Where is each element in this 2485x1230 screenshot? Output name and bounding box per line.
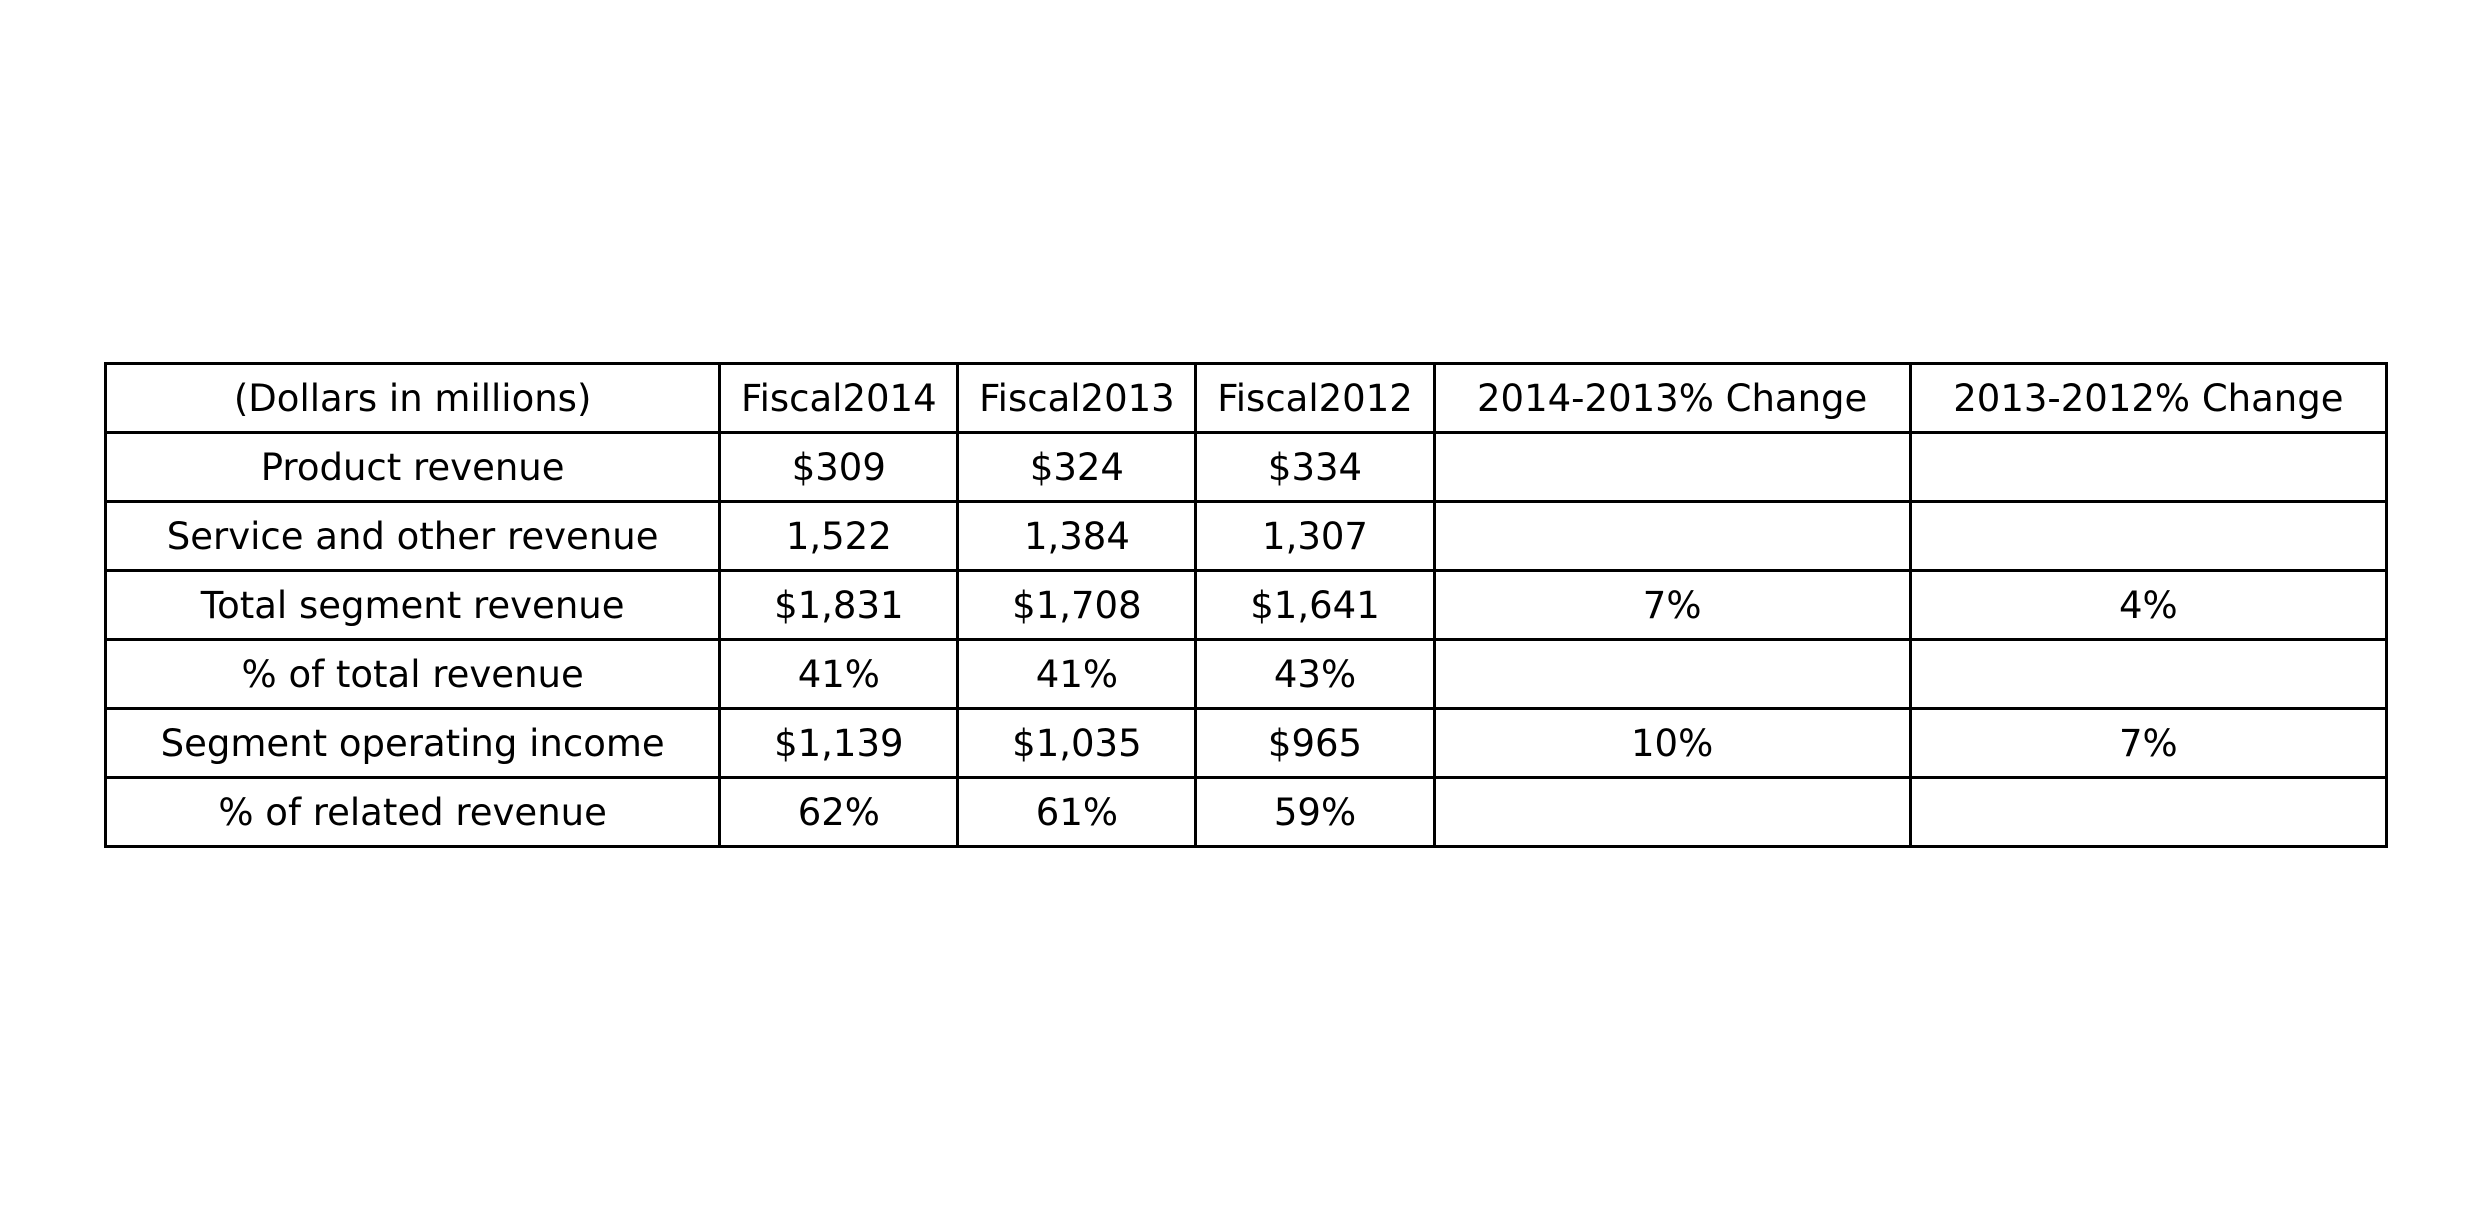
table-cell: $1,831 bbox=[718, 569, 960, 641]
table-cell: $324 bbox=[956, 431, 1198, 503]
table-cell: $309 bbox=[718, 431, 960, 503]
table-cell: 43% bbox=[1194, 638, 1436, 710]
row-label-cell: Service and other revenue bbox=[103, 500, 722, 572]
header-cell: 2014-2013% Change bbox=[1432, 362, 1912, 434]
table-cell: $334 bbox=[1194, 431, 1436, 503]
table-cell bbox=[1432, 500, 1912, 572]
table-cell bbox=[1908, 776, 2389, 848]
header-cell: Fiscal2014 bbox=[718, 362, 960, 434]
table-cell: 59% bbox=[1194, 776, 1436, 848]
table-header-row: (Dollars in millions) Fiscal2014 Fiscal2… bbox=[103, 362, 2389, 434]
row-label-cell: % of related revenue bbox=[103, 776, 722, 848]
row-label-cell: Segment operating income bbox=[103, 707, 722, 779]
table-cell bbox=[1908, 431, 2389, 503]
header-cell: 2013-2012% Change bbox=[1908, 362, 2389, 434]
table-cell: 62% bbox=[718, 776, 960, 848]
table-cell: 1,522 bbox=[718, 500, 960, 572]
data-table-container: (Dollars in millions) Fiscal2014 Fiscal2… bbox=[103, 362, 2389, 848]
row-label-cell: Product revenue bbox=[103, 431, 722, 503]
header-cell: Fiscal2012 bbox=[1194, 362, 1436, 434]
table-cell: $1,035 bbox=[956, 707, 1198, 779]
table-cell bbox=[1432, 776, 1912, 848]
table-cell: $965 bbox=[1194, 707, 1436, 779]
header-cell: Fiscal2013 bbox=[956, 362, 1198, 434]
table-cell bbox=[1432, 431, 1912, 503]
table-cell: $1,708 bbox=[956, 569, 1198, 641]
table-cell: 1,307 bbox=[1194, 500, 1436, 572]
table-cell: $1,641 bbox=[1194, 569, 1436, 641]
table-cell: $1,139 bbox=[718, 707, 960, 779]
data-table: (Dollars in millions) Fiscal2014 Fiscal2… bbox=[103, 362, 2389, 848]
table-cell: 7% bbox=[1908, 707, 2389, 779]
table-cell: 61% bbox=[956, 776, 1198, 848]
table-cell: 41% bbox=[956, 638, 1198, 710]
row-label-cell: Total segment revenue bbox=[103, 569, 722, 641]
row-label-cell: % of total revenue bbox=[103, 638, 722, 710]
table-row: Segment operating income $1,139 $1,035 $… bbox=[103, 707, 2389, 779]
table-row: Product revenue $309 $324 $334 bbox=[103, 431, 2389, 503]
header-cell: (Dollars in millions) bbox=[103, 362, 722, 434]
table-cell bbox=[1908, 500, 2389, 572]
table-cell: 1,384 bbox=[956, 500, 1198, 572]
table-cell: 4% bbox=[1908, 569, 2389, 641]
table-cell: 41% bbox=[718, 638, 960, 710]
table-cell: 7% bbox=[1432, 569, 1912, 641]
table-cell bbox=[1908, 638, 2389, 710]
table-row: % of total revenue 41% 41% 43% bbox=[103, 638, 2389, 710]
table-row: Total segment revenue $1,831 $1,708 $1,6… bbox=[103, 569, 2389, 641]
table-cell bbox=[1432, 638, 1912, 710]
table-row: % of related revenue 62% 61% 59% bbox=[103, 776, 2389, 848]
table-cell: 10% bbox=[1432, 707, 1912, 779]
table-row: Service and other revenue 1,522 1,384 1,… bbox=[103, 500, 2389, 572]
